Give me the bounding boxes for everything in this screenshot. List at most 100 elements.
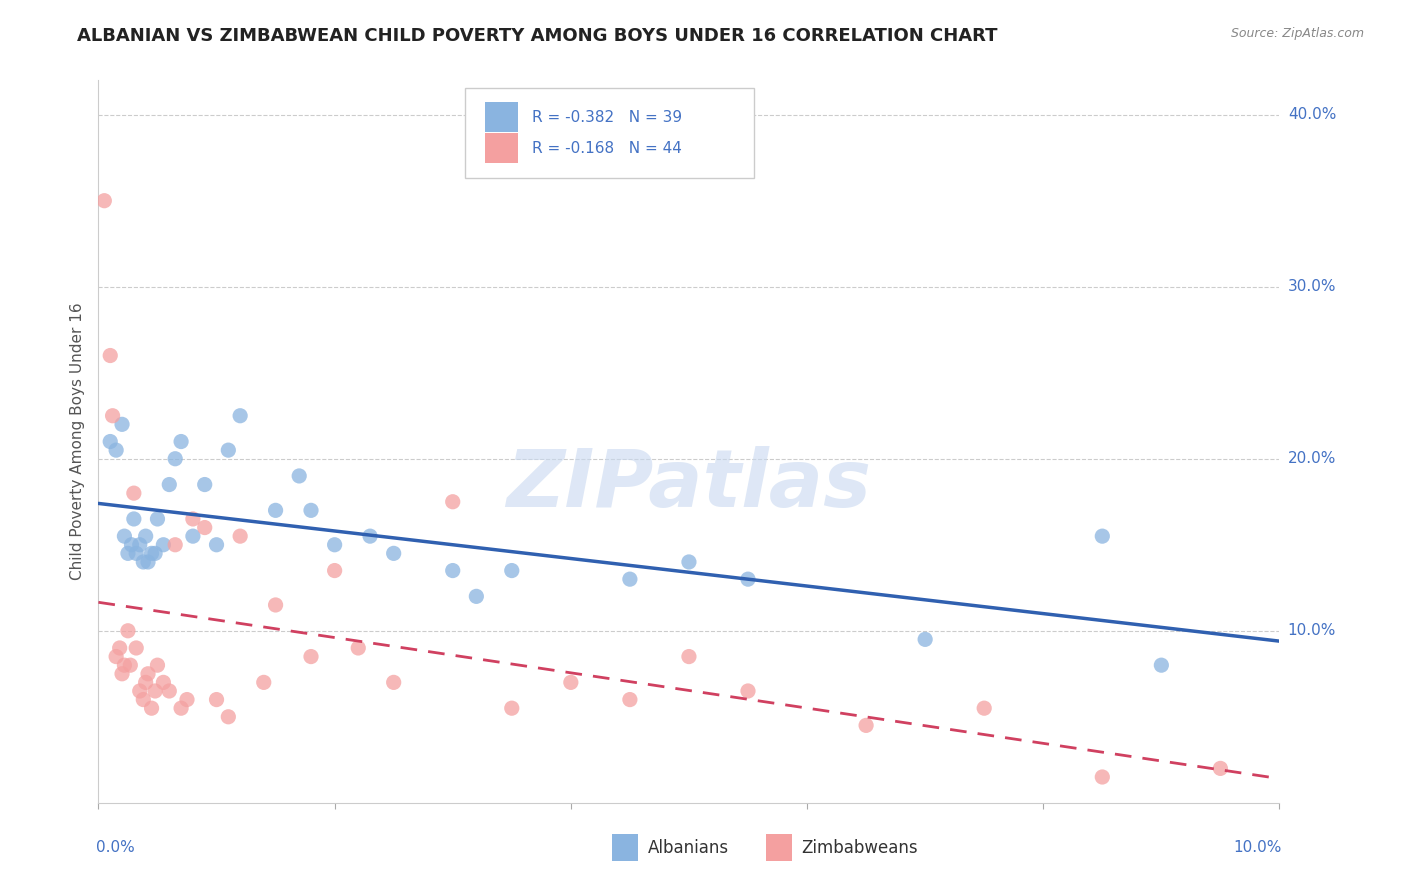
- Point: [217, 443, 239, 458]
- Point: [465, 590, 488, 604]
- Point: [112, 658, 135, 673]
- Point: [501, 701, 523, 715]
- Point: [111, 666, 134, 681]
- Point: [105, 649, 128, 664]
- Point: [359, 529, 381, 543]
- Point: [141, 546, 163, 560]
- Bar: [485, 102, 517, 132]
- Point: [560, 675, 582, 690]
- Point: [105, 443, 128, 458]
- Point: [152, 538, 174, 552]
- Point: [128, 684, 150, 698]
- Point: [125, 640, 148, 655]
- Point: [441, 564, 464, 578]
- Point: [347, 640, 370, 655]
- Point: [229, 529, 252, 543]
- Point: [93, 194, 115, 208]
- Point: [1209, 761, 1232, 775]
- Text: ZIPatlas: ZIPatlas: [506, 446, 872, 524]
- Point: [120, 658, 142, 673]
- Point: [382, 675, 405, 690]
- Point: [323, 564, 346, 578]
- Point: [264, 598, 287, 612]
- Point: [170, 434, 193, 449]
- Point: [132, 555, 155, 569]
- Point: [288, 469, 311, 483]
- Point: [264, 503, 287, 517]
- Text: 10.0%: 10.0%: [1288, 624, 1336, 639]
- Point: [165, 451, 187, 466]
- Point: [101, 409, 124, 423]
- Bar: [612, 834, 638, 862]
- Point: [1091, 529, 1114, 543]
- Point: [501, 564, 523, 578]
- Point: [135, 529, 157, 543]
- Point: [382, 546, 405, 560]
- Point: [1091, 770, 1114, 784]
- Point: [135, 675, 157, 690]
- Bar: [485, 133, 517, 163]
- Point: [122, 486, 145, 500]
- Point: [737, 684, 759, 698]
- Point: [205, 538, 228, 552]
- Point: [170, 701, 193, 715]
- Text: R = -0.382   N = 39: R = -0.382 N = 39: [531, 110, 682, 125]
- Point: [737, 572, 759, 586]
- Text: Source: ZipAtlas.com: Source: ZipAtlas.com: [1230, 27, 1364, 40]
- Point: [181, 512, 204, 526]
- Point: [117, 546, 139, 560]
- Point: [141, 701, 163, 715]
- Point: [112, 529, 135, 543]
- Point: [136, 555, 159, 569]
- Point: [855, 718, 877, 732]
- Text: 20.0%: 20.0%: [1288, 451, 1336, 467]
- Point: [619, 572, 641, 586]
- Bar: [766, 834, 792, 862]
- Point: [323, 538, 346, 552]
- Point: [146, 512, 169, 526]
- Y-axis label: Child Poverty Among Boys Under 16: Child Poverty Among Boys Under 16: [70, 302, 86, 581]
- Point: [108, 640, 131, 655]
- Point: [1150, 658, 1173, 673]
- Point: [98, 434, 121, 449]
- Point: [299, 649, 322, 664]
- Point: [253, 675, 276, 690]
- Point: [678, 649, 700, 664]
- Point: [121, 538, 143, 552]
- Point: [194, 520, 217, 534]
- Point: [125, 546, 148, 560]
- Point: [165, 538, 187, 552]
- Point: [205, 692, 228, 706]
- Point: [441, 494, 464, 508]
- FancyBboxPatch shape: [464, 87, 754, 178]
- Point: [146, 658, 169, 673]
- Point: [176, 692, 198, 706]
- Text: 30.0%: 30.0%: [1288, 279, 1336, 294]
- Point: [217, 710, 239, 724]
- Point: [194, 477, 217, 491]
- Point: [143, 546, 166, 560]
- Point: [299, 503, 322, 517]
- Text: ALBANIAN VS ZIMBABWEAN CHILD POVERTY AMONG BOYS UNDER 16 CORRELATION CHART: ALBANIAN VS ZIMBABWEAN CHILD POVERTY AMO…: [77, 27, 998, 45]
- Text: 0.0%: 0.0%: [96, 840, 135, 855]
- Point: [143, 684, 166, 698]
- Point: [157, 684, 180, 698]
- Point: [619, 692, 641, 706]
- Point: [128, 538, 150, 552]
- Point: [111, 417, 134, 432]
- Point: [973, 701, 995, 715]
- Point: [117, 624, 139, 638]
- Text: R = -0.168   N = 44: R = -0.168 N = 44: [531, 141, 682, 156]
- Text: Albanians: Albanians: [648, 838, 728, 856]
- Point: [181, 529, 204, 543]
- Point: [914, 632, 936, 647]
- Point: [157, 477, 180, 491]
- Text: 10.0%: 10.0%: [1233, 840, 1282, 855]
- Text: 40.0%: 40.0%: [1288, 107, 1336, 122]
- Point: [678, 555, 700, 569]
- Point: [136, 666, 159, 681]
- Text: Zimbabweans: Zimbabweans: [801, 838, 918, 856]
- Point: [122, 512, 145, 526]
- Point: [132, 692, 155, 706]
- Point: [229, 409, 252, 423]
